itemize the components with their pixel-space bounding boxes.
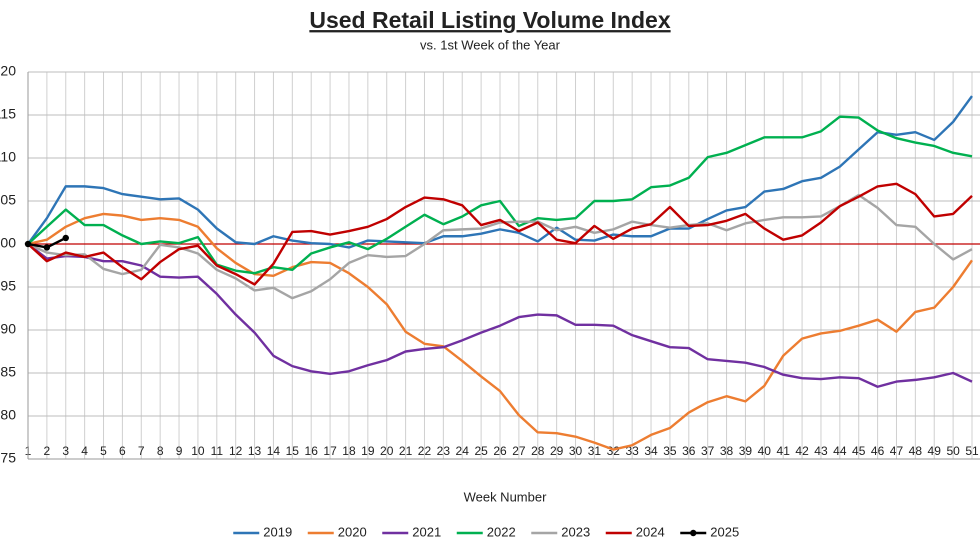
x-tick-label: 23 bbox=[437, 444, 451, 458]
series-line bbox=[27, 193, 973, 300]
x-tick-label: 44 bbox=[833, 444, 847, 458]
y-tick-label: 100 bbox=[0, 235, 16, 251]
x-tick-label: 42 bbox=[795, 444, 809, 458]
y-tick-label: 115 bbox=[0, 106, 16, 122]
x-tick-label: 48 bbox=[909, 444, 923, 458]
legend-marker bbox=[690, 529, 697, 537]
x-tick-label: 13 bbox=[248, 444, 262, 458]
x-tick-label: 50 bbox=[946, 444, 960, 458]
x-tick-label: 5 bbox=[100, 444, 107, 458]
x-tick-label: 4 bbox=[81, 444, 88, 458]
y-tick-label: 120 bbox=[0, 63, 16, 79]
legend-label: 2020 bbox=[338, 524, 367, 539]
x-tick-label: 12 bbox=[229, 444, 243, 458]
x-tick-label: 28 bbox=[531, 444, 545, 458]
legend-label: 2025 bbox=[710, 524, 739, 539]
x-tick-label: 43 bbox=[814, 444, 828, 458]
x-tick-label: 3 bbox=[62, 444, 69, 458]
series-line bbox=[27, 95, 973, 249]
x-tick-label: 34 bbox=[644, 444, 658, 458]
x-axis-label: Week Number bbox=[464, 489, 548, 504]
x-tick-label: 37 bbox=[701, 444, 715, 458]
y-tick-label: 105 bbox=[0, 192, 16, 208]
series-line bbox=[27, 243, 973, 388]
x-tick-label: 17 bbox=[323, 444, 337, 458]
x-tick-label: 38 bbox=[720, 444, 734, 458]
x-tick-label: 9 bbox=[176, 444, 183, 458]
x-tick-label: 41 bbox=[777, 444, 791, 458]
point-marker bbox=[43, 244, 51, 251]
x-tick-label: 16 bbox=[305, 444, 319, 458]
legend-label: 2022 bbox=[487, 524, 516, 539]
legend-label: 2019 bbox=[263, 524, 292, 539]
x-tick-label: 46 bbox=[871, 444, 885, 458]
y-tick-label: 80 bbox=[0, 407, 16, 423]
x-tick-label: 40 bbox=[758, 444, 772, 458]
x-tick-label: 31 bbox=[588, 444, 602, 458]
y-tick-label: 110 bbox=[0, 149, 16, 165]
x-tick-label: 30 bbox=[569, 444, 583, 458]
x-tick-label: 36 bbox=[682, 444, 696, 458]
series-line bbox=[27, 212, 973, 451]
x-tick-label: 7 bbox=[138, 444, 145, 458]
x-tick-label: 25 bbox=[474, 444, 488, 458]
x-tick-label: 26 bbox=[493, 444, 507, 458]
x-tick-label: 10 bbox=[191, 444, 205, 458]
legend-label: 2024 bbox=[636, 524, 665, 539]
x-tick-label: 15 bbox=[286, 444, 300, 458]
x-tick-label: 20 bbox=[380, 444, 394, 458]
x-tick-label: 24 bbox=[456, 444, 470, 458]
x-tick-label: 19 bbox=[361, 444, 375, 458]
x-tick-label: 11 bbox=[211, 444, 224, 458]
x-tick-label: 51 bbox=[965, 444, 979, 458]
x-tick-label: 21 bbox=[399, 444, 413, 458]
x-tick-label: 35 bbox=[663, 444, 677, 458]
x-tick-label: 8 bbox=[157, 444, 164, 458]
legend-label: 2021 bbox=[412, 524, 441, 539]
x-tick-label: 49 bbox=[928, 444, 942, 458]
x-tick-label: 45 bbox=[852, 444, 866, 458]
chart-subtitle: vs. 1st Week of the Year bbox=[420, 37, 561, 52]
y-tick-label: 95 bbox=[0, 278, 16, 294]
x-tick-label: 29 bbox=[550, 444, 564, 458]
y-tick-label: 75 bbox=[0, 450, 16, 466]
x-tick-label: 27 bbox=[512, 444, 526, 458]
x-tick-label: 14 bbox=[267, 444, 281, 458]
series-line bbox=[27, 182, 973, 286]
series-line bbox=[27, 115, 973, 275]
point-marker bbox=[62, 234, 69, 242]
chart-title: Used Retail Listing Volume Index bbox=[309, 7, 670, 33]
y-tick-label: 90 bbox=[0, 321, 16, 337]
x-tick-label: 6 bbox=[119, 444, 126, 458]
x-tick-label: 39 bbox=[739, 444, 753, 458]
x-tick-label: 33 bbox=[625, 444, 639, 458]
legend-label: 2023 bbox=[561, 524, 590, 539]
x-tick-label: 18 bbox=[342, 444, 356, 458]
x-tick-label: 2 bbox=[44, 444, 51, 458]
point-marker bbox=[24, 240, 32, 248]
x-tick-label: 22 bbox=[418, 444, 432, 458]
x-tick-label: 47 bbox=[890, 444, 904, 458]
x-tick-label: 32 bbox=[607, 444, 621, 458]
y-tick-label: 85 bbox=[0, 364, 16, 380]
